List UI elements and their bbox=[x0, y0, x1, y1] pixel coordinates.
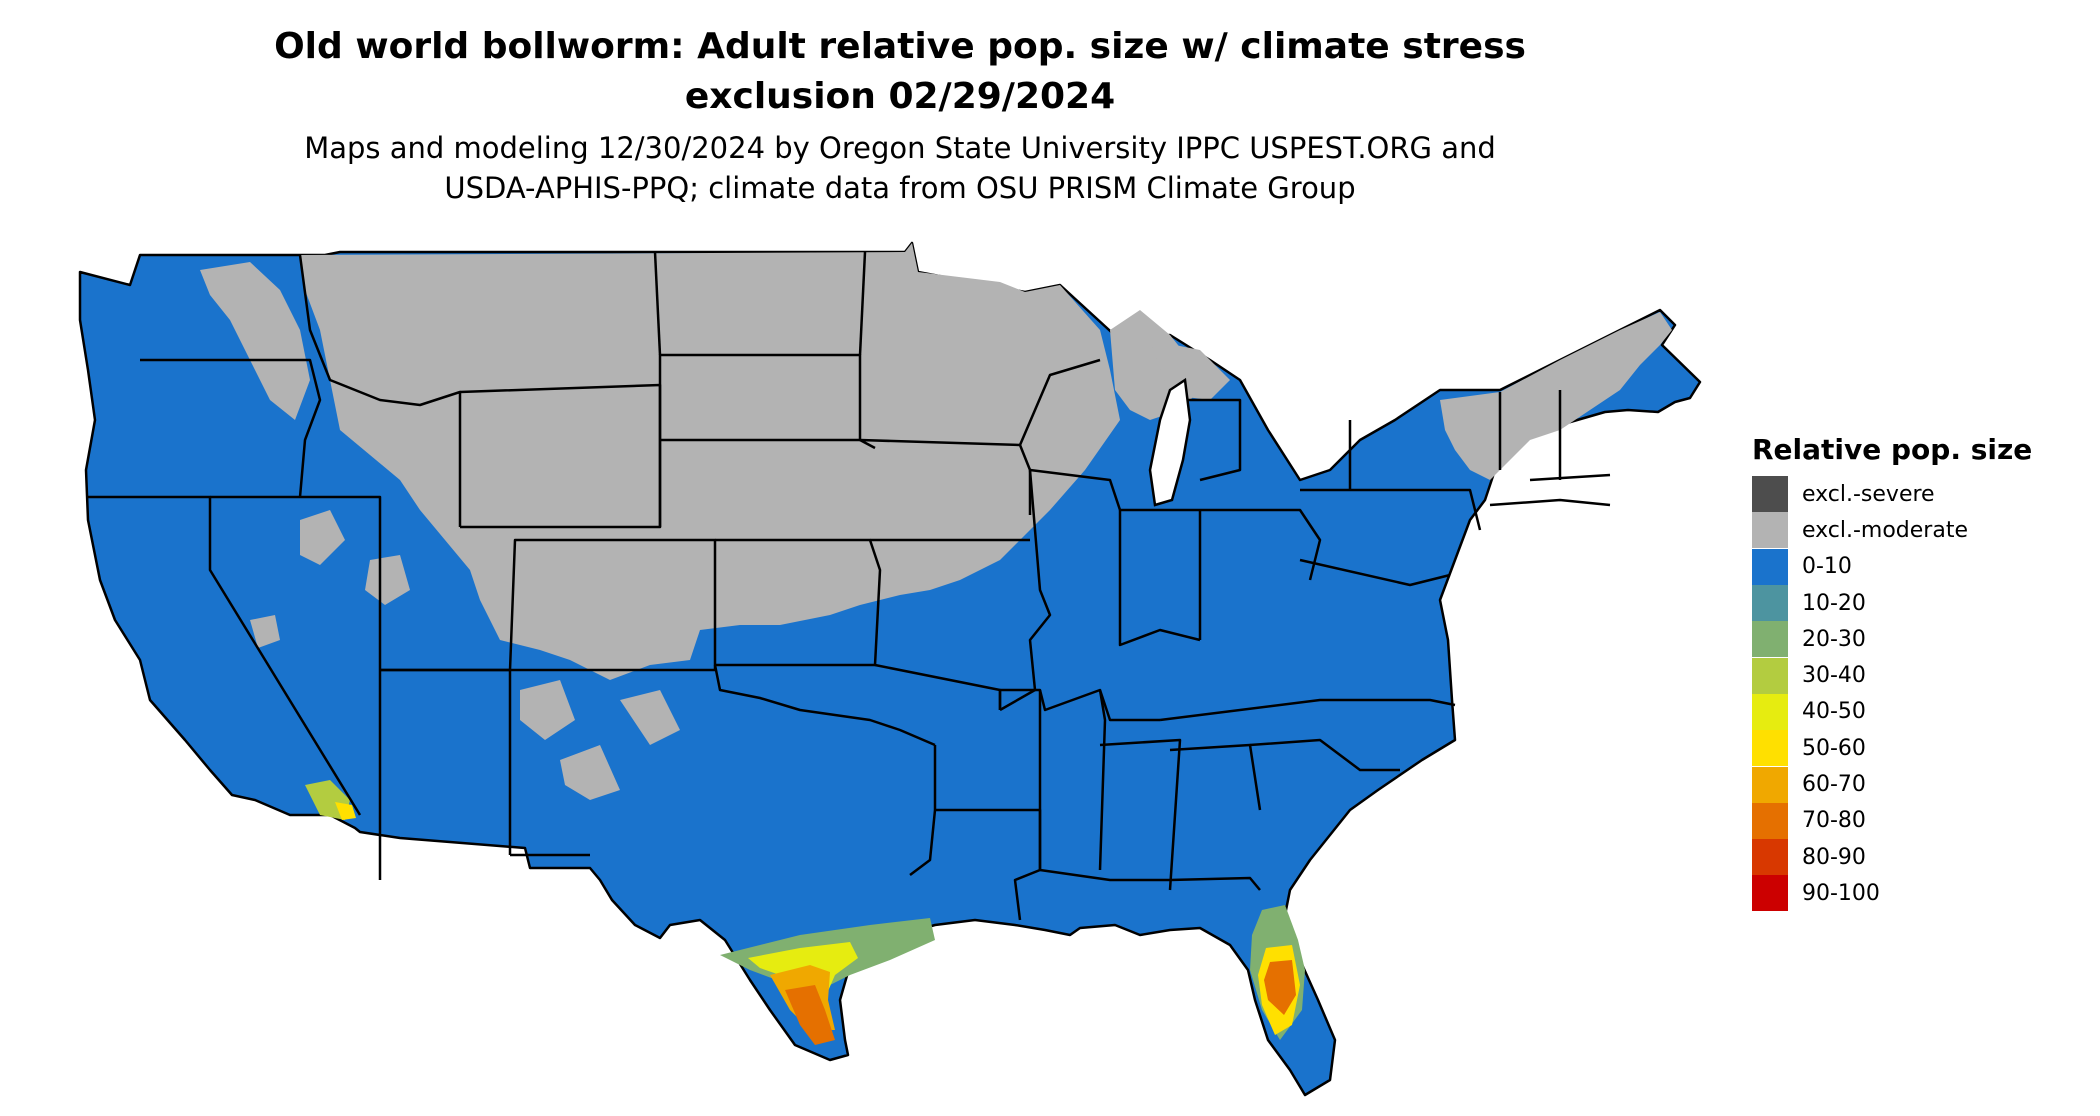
legend-item: 90-100 bbox=[1752, 875, 2082, 912]
legend-item: 60-70 bbox=[1752, 766, 2082, 803]
legend-swatch bbox=[1752, 693, 1788, 730]
legend-label: excl.-moderate bbox=[1802, 517, 1968, 543]
legend-item: 50-60 bbox=[1752, 730, 2082, 767]
legend-swatch bbox=[1752, 875, 1788, 912]
legend-item: excl.-moderate bbox=[1752, 512, 2082, 549]
legend-label: 50-60 bbox=[1802, 735, 1866, 761]
legend-title: Relative pop. size bbox=[1752, 433, 2033, 466]
excluded-northern-plains bbox=[300, 243, 1120, 680]
florida-hotspot bbox=[1250, 905, 1305, 1040]
legend-label: 80-90 bbox=[1802, 844, 1866, 870]
map-legend: Relative pop. size excl.-severe excl.-mo… bbox=[1752, 432, 2082, 912]
legend-item: 40-50 bbox=[1752, 693, 2082, 730]
legend-label: excl.-severe bbox=[1802, 481, 1935, 507]
legend-item: 20-30 bbox=[1752, 621, 2082, 658]
socal-hotspot bbox=[305, 780, 356, 820]
legend-item: 0-10 bbox=[1752, 548, 2082, 585]
legend-swatch bbox=[1752, 802, 1788, 839]
us-map bbox=[60, 230, 1720, 1110]
legend-item: 30-40 bbox=[1752, 657, 2082, 694]
legend-swatch bbox=[1752, 766, 1788, 803]
legend-item: excl.-severe bbox=[1752, 476, 2082, 513]
legend-label: 0-10 bbox=[1802, 554, 1852, 580]
excluded-pacific-northwest-patch bbox=[200, 262, 310, 420]
map-subtitle-line-2: USDA-APHIS-PPQ; climate data from OSU PR… bbox=[444, 171, 1356, 205]
map-subtitle-line-1: Maps and modeling 12/30/2024 by Oregon S… bbox=[304, 131, 1496, 165]
legend-swatch bbox=[1752, 839, 1788, 876]
map-title-line-1: Old world bollworm: Adult relative pop. … bbox=[274, 26, 1526, 67]
south-texas-hotspot bbox=[720, 918, 935, 1045]
lake-michigan bbox=[1148, 377, 1192, 507]
us-map-svg bbox=[78, 241, 1702, 1097]
excluded-new-england bbox=[1440, 312, 1672, 480]
map-title: Old world bollworm: Adult relative pop. … bbox=[160, 22, 1640, 122]
great-lakes bbox=[1148, 377, 1192, 507]
legend-label: 90-100 bbox=[1802, 880, 1880, 906]
excluded-moderate-regions bbox=[200, 243, 1672, 800]
legend-label: 60-70 bbox=[1802, 772, 1866, 798]
legend-swatch bbox=[1752, 621, 1788, 658]
legend-label: 40-50 bbox=[1802, 699, 1866, 725]
legend-items: excl.-severe excl.-moderate 0-10 10-20 2… bbox=[1752, 476, 2082, 912]
legend-item: 80-90 bbox=[1752, 839, 2082, 876]
legend-swatch bbox=[1752, 512, 1788, 549]
legend-label: 10-20 bbox=[1802, 590, 1866, 616]
legend-label: 70-80 bbox=[1802, 808, 1866, 834]
legend-label: 30-40 bbox=[1802, 663, 1866, 689]
legend-swatch bbox=[1752, 585, 1788, 622]
legend-item: 70-80 bbox=[1752, 802, 2082, 839]
legend-item: 10-20 bbox=[1752, 585, 2082, 622]
map-title-line-2: exclusion 02/29/2024 bbox=[684, 76, 1116, 117]
state-borders bbox=[88, 251, 1611, 921]
legend-swatch bbox=[1752, 476, 1788, 513]
legend-swatch bbox=[1752, 657, 1788, 694]
legend-swatch bbox=[1752, 730, 1788, 767]
legend-label: 20-30 bbox=[1802, 626, 1866, 652]
map-subtitle: Maps and modeling 12/30/2024 by Oregon S… bbox=[160, 128, 1640, 208]
legend-swatch bbox=[1752, 548, 1788, 585]
excluded-michigan-upper bbox=[1150, 340, 1230, 400]
